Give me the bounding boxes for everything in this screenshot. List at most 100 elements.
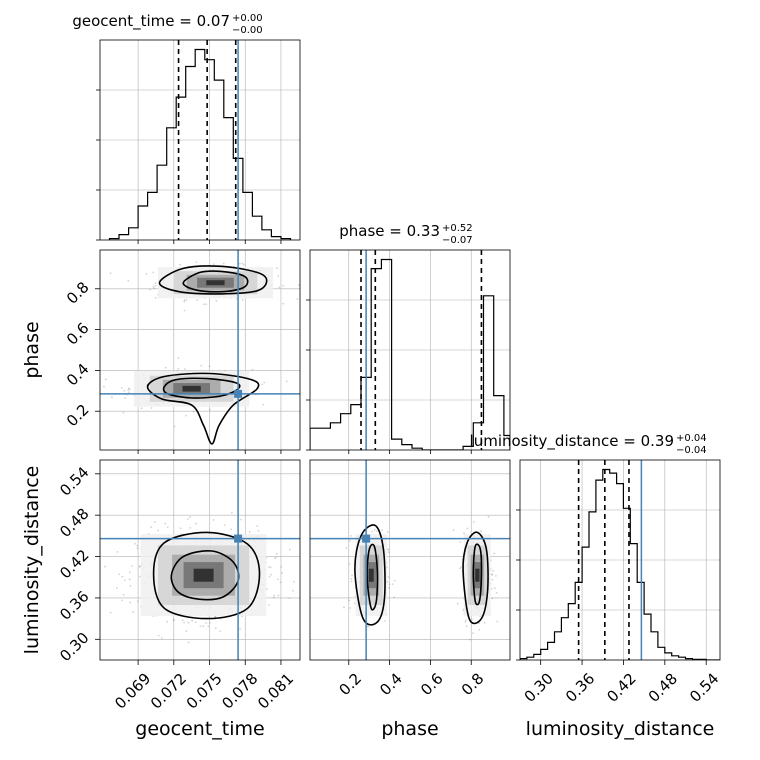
- sample-point: [381, 529, 383, 531]
- sample-point: [345, 546, 348, 549]
- sample-point: [138, 575, 141, 578]
- sample-point: [480, 530, 482, 533]
- sample-point: [291, 589, 294, 592]
- sample-point: [111, 396, 113, 399]
- sample-point: [109, 272, 112, 275]
- sample-point: [491, 578, 494, 581]
- sample-point: [219, 630, 222, 633]
- sample-point: [177, 368, 180, 370]
- density-cell: [193, 568, 214, 582]
- sample-point: [386, 531, 389, 533]
- sample-point: [202, 625, 205, 628]
- contour-line: [158, 265, 268, 295]
- sample-point: [285, 380, 288, 383]
- sample-point: [268, 575, 271, 578]
- sample-point: [172, 619, 175, 622]
- title-minus: −0.07: [442, 235, 473, 246]
- sample-point: [273, 594, 276, 597]
- sample-point: [121, 387, 123, 389]
- sample-point: [230, 528, 233, 531]
- sample-point: [388, 586, 390, 589]
- y-tick-label: 0.30: [56, 629, 92, 665]
- sample-point: [495, 591, 498, 594]
- sample-point: [241, 262, 244, 265]
- sample-point: [376, 530, 378, 532]
- sample-point: [491, 597, 494, 600]
- x-tick-label: 0.069: [111, 670, 154, 713]
- sample-point: [223, 524, 226, 526]
- sample-point: [183, 299, 186, 301]
- sample-point: [266, 588, 268, 591]
- panel-title-phase: phase = 0.33: [339, 222, 440, 240]
- sample-point: [199, 625, 202, 627]
- sample-point: [122, 411, 125, 414]
- sample-point: [145, 273, 148, 275]
- sample-point: [298, 284, 300, 286]
- sample-point: [205, 622, 207, 624]
- sample-point: [349, 607, 352, 609]
- sample-point: [462, 609, 465, 612]
- joint-panel-geocent_time-phase: [100, 250, 300, 450]
- sample-point: [166, 526, 169, 528]
- sample-point: [280, 566, 283, 568]
- sample-point: [189, 527, 192, 529]
- joint-panel-geocent_time-luminosity_distance: [100, 460, 300, 660]
- sample-point: [153, 520, 156, 523]
- sample-point: [121, 599, 123, 602]
- sample-point: [282, 302, 285, 305]
- sample-point: [281, 572, 283, 574]
- sample-point: [122, 594, 125, 596]
- sample-point: [495, 575, 497, 577]
- sample-point: [388, 583, 391, 586]
- sample-point: [351, 574, 353, 577]
- joint-panel-phase-luminosity_distance: [310, 460, 510, 660]
- contour-line: [472, 543, 483, 606]
- sample-point: [104, 378, 107, 381]
- sample-point: [459, 541, 462, 543]
- sample-point: [212, 263, 215, 265]
- sample-point: [157, 634, 160, 637]
- sample-point: [371, 530, 373, 533]
- sample-point: [279, 581, 282, 584]
- sample-point: [456, 602, 459, 605]
- sample-point: [183, 309, 186, 312]
- sample-point: [128, 571, 131, 574]
- x-axis-label-phase: phase: [381, 718, 438, 740]
- sample-point: [490, 588, 493, 590]
- sample-point: [185, 414, 187, 417]
- sample-point: [183, 300, 186, 303]
- y-tick-label: 0.6: [63, 319, 93, 349]
- sample-point: [118, 573, 120, 576]
- x-tick-label: 0.2: [335, 670, 365, 700]
- hist-panel-luminosity_distance: luminosity_distance = 0.39 +0.04−0.04: [470, 432, 720, 661]
- hist-frame-phase: [309, 249, 511, 451]
- y-tick-label: 0.4: [63, 360, 93, 390]
- sample-point: [185, 299, 188, 301]
- sample-point: [478, 622, 480, 625]
- x-tick-label: 0.081: [254, 670, 297, 713]
- x-tick-label: 0.30: [521, 670, 557, 706]
- truth-marker: [362, 534, 371, 543]
- sample-point: [277, 578, 279, 581]
- x-tick-label: 0.072: [147, 670, 190, 713]
- sample-point: [183, 621, 186, 624]
- sample-point: [367, 625, 370, 628]
- sample-point: [208, 365, 211, 368]
- x-tick-label: 0.36: [562, 670, 598, 706]
- sample-point: [209, 622, 211, 624]
- sample-point: [124, 579, 126, 582]
- sample-point: [343, 606, 345, 609]
- sample-point: [348, 599, 351, 602]
- sample-point: [464, 621, 467, 623]
- sample-point: [387, 548, 390, 551]
- sample-point: [129, 601, 132, 604]
- truth-marker: [234, 534, 243, 543]
- sample-point: [116, 551, 119, 553]
- sample-point: [200, 364, 203, 367]
- title-plus: +0.04: [676, 433, 707, 444]
- sample-point: [386, 581, 389, 583]
- sample-point: [393, 580, 396, 582]
- sample-point: [263, 381, 266, 384]
- sample-point: [202, 303, 205, 306]
- sample-point: [214, 616, 217, 618]
